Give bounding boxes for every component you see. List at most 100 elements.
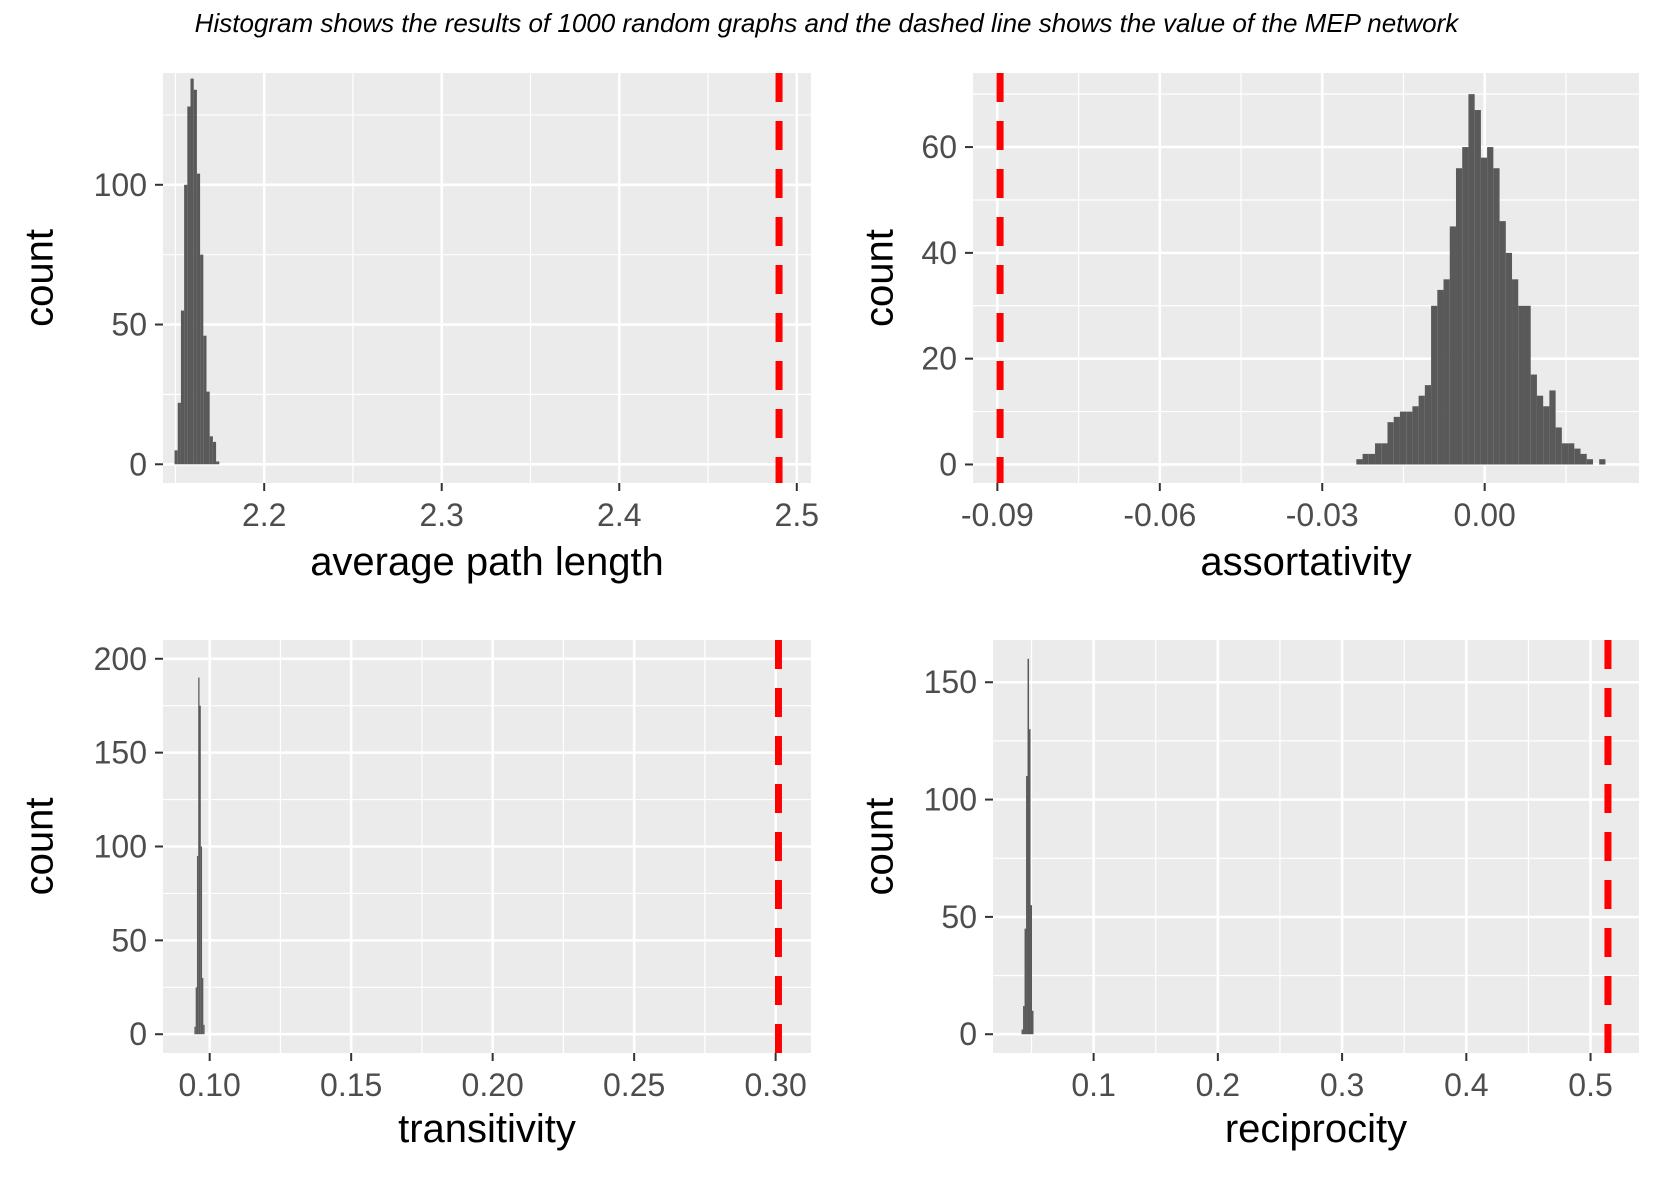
histogram-bar <box>1512 279 1519 465</box>
histogram-bar <box>200 846 203 1035</box>
histogram-bar <box>1480 157 1488 465</box>
histogram-bar <box>1530 374 1537 465</box>
x-axis-title: average path length <box>310 540 664 584</box>
x-tick-label: 0.20 <box>462 1067 524 1103</box>
histogram-bar <box>174 450 178 465</box>
histogram-bar <box>1437 289 1444 465</box>
y-tick-label: 150 <box>924 664 977 700</box>
histogram-panel-2: -0.09 -0.06 -0.03 0.00 0 20 40 60 assortativity c… <box>858 73 1639 584</box>
x-tick-label: 2.3 <box>419 497 463 533</box>
y-axis-title: count <box>858 798 902 896</box>
y-tick-label: 100 <box>924 782 977 818</box>
histogram-bar <box>1375 443 1382 465</box>
x-tick-label: 0.30 <box>744 1067 806 1103</box>
histogram-bar <box>180 310 185 465</box>
histogram-bar <box>1455 168 1463 465</box>
histogram-bar <box>203 335 207 465</box>
histogram-bar <box>1536 395 1544 465</box>
histogram-bar <box>1487 147 1494 465</box>
x-tick-label: 0.15 <box>320 1067 382 1103</box>
y-tick-label: 100 <box>94 167 147 203</box>
histogram-bar <box>1580 453 1587 465</box>
y-tick-label: 20 <box>921 341 957 377</box>
histogram-bar <box>1024 928 1027 1035</box>
y-tick-label: 0 <box>939 446 957 482</box>
histogram-bar <box>1561 443 1569 465</box>
histogram-bar <box>1586 459 1593 465</box>
histogram-panel-4: 0.1 0.2 0.3 0.4 0.5 0 50 100 150 reciprocity count <box>858 640 1639 1151</box>
panel-background <box>163 73 811 483</box>
y-axis-title: count <box>18 229 62 327</box>
histogram-bar <box>1449 226 1456 465</box>
histogram-bar <box>1568 443 1575 465</box>
y-tick-label: 200 <box>94 641 147 677</box>
histogram-bar <box>203 1024 205 1035</box>
histogram-bar <box>190 78 194 465</box>
histogram-bar <box>1493 168 1500 465</box>
histogram-bar <box>209 436 213 465</box>
y-tick-label: 0 <box>129 1016 147 1052</box>
histogram-bar <box>195 987 197 1035</box>
histogram-bar <box>199 705 201 1035</box>
histogram-bar <box>198 677 200 1035</box>
histogram-bar <box>206 391 210 465</box>
y-tick-label: 0 <box>129 446 147 482</box>
histogram-bar <box>1368 453 1376 465</box>
histogram-bar <box>177 402 181 465</box>
y-axis-title: count <box>858 229 902 327</box>
panel-background <box>993 640 1639 1053</box>
histogram-bar <box>1462 147 1469 465</box>
y-tick-label: 50 <box>941 899 977 935</box>
histogram-bar <box>1023 1006 1025 1035</box>
x-tick-label: -0.09 <box>961 497 1034 533</box>
histogram-bar <box>1029 729 1031 1035</box>
histogram-bar <box>194 1026 196 1035</box>
y-tick-label: 0 <box>959 1016 977 1052</box>
histogram-bar <box>216 461 220 465</box>
x-tick-label: 0.25 <box>603 1067 665 1103</box>
histogram-bar <box>1381 443 1388 465</box>
histogram-bar <box>1399 411 1407 465</box>
histogram-bar <box>1362 453 1369 465</box>
x-tick-label: 0.5 <box>1568 1067 1612 1103</box>
histogram-bar <box>1574 448 1581 465</box>
x-tick-label: 2.5 <box>775 497 819 533</box>
y-tick-label: 60 <box>921 129 957 165</box>
histogram-bar <box>187 106 191 465</box>
x-tick-label: 2.2 <box>242 497 286 533</box>
histogram-bar <box>1549 390 1556 465</box>
y-axis-title: count <box>18 798 62 896</box>
y-tick-label: 40 <box>921 235 957 271</box>
figure-caption: Histogram shows the results of 1000 rand… <box>194 8 1459 38</box>
histogram-bar <box>1524 305 1531 465</box>
histogram-bar <box>196 855 199 1035</box>
x-tick-label: 0.1 <box>1071 1067 1115 1103</box>
histogram-bar <box>1387 422 1394 465</box>
histogram-bar <box>200 254 204 465</box>
y-tick-label: 150 <box>94 735 147 771</box>
histogram-bar <box>1499 221 1506 465</box>
x-axis-title: transitivity <box>398 1107 576 1151</box>
histogram-bar <box>196 173 201 465</box>
y-tick-label: 50 <box>111 922 147 958</box>
x-tick-label: 0.3 <box>1320 1067 1364 1103</box>
histogram-bar <box>1027 658 1030 1035</box>
histogram-bar <box>202 977 204 1035</box>
y-tick-label: 50 <box>111 307 147 343</box>
histogram-bar <box>1543 406 1550 465</box>
histogram-bar <box>212 441 217 465</box>
histogram-bar <box>1393 416 1400 465</box>
x-tick-label: 0.10 <box>179 1067 241 1103</box>
x-tick-label: 0.4 <box>1444 1067 1488 1103</box>
histogram-bar <box>1468 94 1475 465</box>
x-axis-title: assortativity <box>1200 540 1411 584</box>
y-tick-label: 100 <box>94 829 147 865</box>
x-tick-label: 0.00 <box>1454 497 1516 533</box>
x-tick-label: -0.06 <box>1123 497 1196 533</box>
histogram-bar <box>1026 776 1028 1035</box>
x-tick-label: 2.4 <box>597 497 641 533</box>
histogram-bar <box>1032 1010 1034 1035</box>
histogram-bar <box>1555 427 1562 465</box>
